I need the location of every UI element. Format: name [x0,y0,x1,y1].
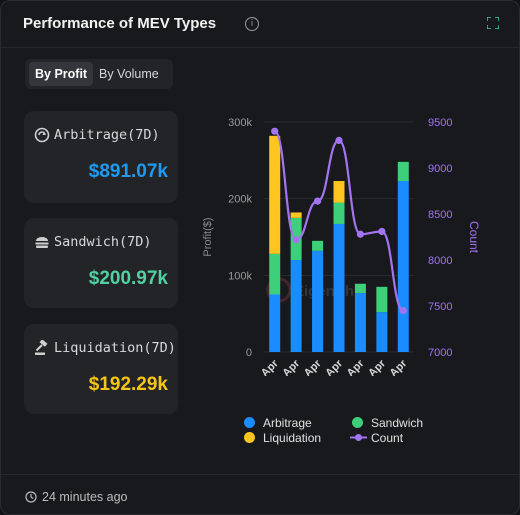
bar-sandwich [333,202,345,224]
y2-axis-title: Count [467,221,481,254]
bar-arbitrage [354,292,366,352]
count-point [356,230,365,238]
y-tick-label: 300k [228,117,252,129]
by-volume-tab[interactable]: By Volume [99,67,159,81]
y2-tick-label: 8500 [428,209,452,221]
bar-arbitrage [312,250,324,352]
sandwich-label: Sandwich(7D) [54,234,152,250]
legend-count[interactable]: Count [371,431,404,445]
count-point [292,236,300,244]
card-title: Performance of MEV Types [23,15,217,32]
liquidation-label: Liquidation(7D) [54,340,176,356]
y-tick-label: 100k [228,270,252,282]
bar-arbitrage [333,223,345,352]
legend-arbitrage-dot [244,417,255,428]
y2-tick-label: 7500 [428,301,452,313]
bar-sandwich [312,240,324,251]
liquidation-stat-card: Liquidation(7D) $192.29k [24,324,178,414]
info-icon[interactable]: i [245,17,259,31]
sandwich-stat-card: Sandwich(7D) $200.97k [24,218,178,308]
y-axis-title: Profit($) [202,217,214,256]
bar-arbitrage [376,312,388,352]
liquidation-value: $192.29k [88,374,168,395]
count-point [399,307,407,315]
bar-liquidation [333,181,345,203]
mev-chart: 0 100k 200k 300k 7000 7500 8000 8500 9000 9500 Pro… [202,117,481,376]
bar-sandwich [354,283,366,293]
bar-liquidation [290,212,302,218]
legend-sandwich-dot [352,417,363,428]
bar-liquidation [269,135,281,254]
clock-icon [25,491,37,503]
bar-arbitrage [269,294,281,352]
y-tick-label: 0 [246,347,252,359]
legend-count-marker [350,434,367,441]
count-point [378,227,386,236]
y2-tick-label: 8000 [428,255,452,267]
y2-tick-label: 7000 [428,347,452,359]
bar-sandwich [269,253,281,295]
arbitrage-stat-card: Arbitrage(7D) $891.07k [24,111,178,203]
by-profit-tab[interactable]: By Profit [29,62,94,86]
count-point [313,197,322,205]
legend-sandwich[interactable]: Sandwich [371,416,424,430]
legend-liquidation-dot [244,432,255,443]
arbitrage-icon [34,127,50,143]
expand-icon[interactable] [487,17,499,29]
last-updated: 24 minutes ago [42,490,128,504]
y2-tick-label: 9000 [428,163,452,175]
x-tick-label: 16. Apr [246,357,281,376]
legend-liquidation[interactable]: Liquidation [263,431,322,445]
profit-volume-toggle: By Profit By Volume [25,59,173,89]
arbitrage-label: Arbitrage(7D) [54,127,160,143]
sandwich-value: $200.97k [88,268,168,289]
footer-divider [1,474,519,475]
bar-arbitrage [290,260,302,352]
arbitrage-value: $891.07k [88,161,168,182]
legend-arbitrage[interactable]: Arbitrage [263,416,312,430]
watermark-text: EigenPhi [294,283,358,300]
header-divider [1,47,519,48]
count-point [335,136,343,144]
bar-sandwich [376,286,388,313]
liquidation-icon [35,340,48,355]
count-point [271,127,279,135]
y-tick-label: 200k [228,194,252,206]
bar-sandwich [397,161,409,182]
sandwich-icon [35,237,49,248]
y2-tick-label: 9500 [428,117,452,129]
bar-arbitrage [397,181,409,352]
